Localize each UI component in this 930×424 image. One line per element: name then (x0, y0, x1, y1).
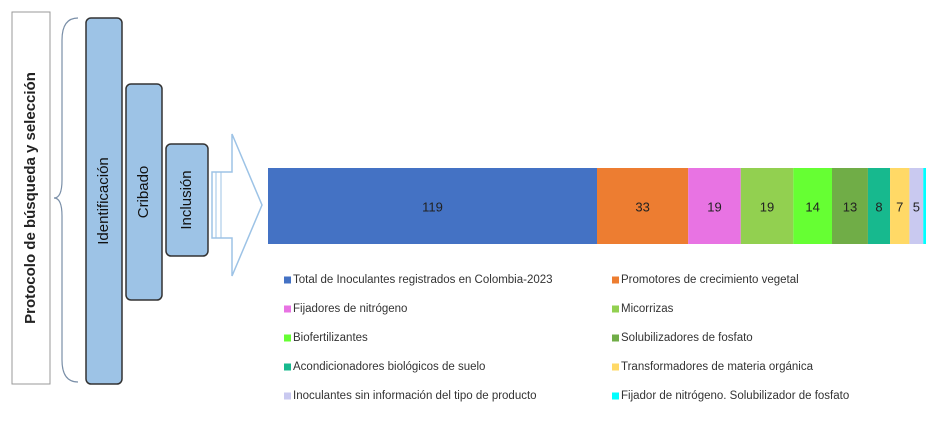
bar-segment (890, 168, 910, 244)
step-label: Inclusión (178, 170, 195, 229)
legend-label: Micorrizas (621, 303, 674, 315)
legend-swatch (612, 363, 619, 371)
bar-segment (597, 168, 689, 244)
protocol-box (11, 11, 51, 385)
legend-label: Biofertilizantes (293, 332, 368, 344)
data-label: 7 (896, 199, 903, 214)
legend (270, 252, 870, 420)
legend-swatch (284, 363, 291, 371)
step-label: Identificación (95, 157, 112, 245)
legend-swatch (612, 276, 619, 284)
data-label: 19 (760, 199, 774, 214)
legend-label: Solubilizadores de fosfato (621, 332, 753, 344)
protocol-title: Protocolo de búsqueda y selección (22, 72, 39, 324)
legend-label: Fijador de nitrógeno. Solubilizador de f… (621, 390, 849, 402)
legend-label: Fijadores de nitrógeno (293, 303, 407, 315)
data-label: 5 (913, 199, 920, 214)
legend-swatch (612, 392, 619, 400)
data-label: 19 (707, 199, 721, 214)
step-label: Cribado (135, 166, 152, 219)
bar-segment (909, 168, 924, 244)
legend-label: Inoculantes sin información del tipo de … (293, 390, 537, 402)
legend-swatch (612, 334, 619, 342)
bar-segment (923, 168, 926, 244)
arrow (211, 133, 263, 277)
data-label: 13 (843, 199, 857, 214)
legend-swatch (612, 305, 619, 313)
data-label: 8 (875, 199, 882, 214)
step-box (85, 17, 123, 385)
step-box (125, 83, 163, 301)
legend-swatch (284, 305, 291, 313)
brace (53, 17, 79, 383)
bar-segment (832, 168, 868, 244)
bar-segment (867, 168, 891, 244)
legend-label: Acondicionadores biológicos de suelo (293, 361, 485, 373)
legend-swatch (284, 334, 291, 342)
legend-label: Transformadores de materia orgánica (621, 361, 814, 373)
legend-swatch (284, 276, 291, 284)
step-box (165, 143, 209, 257)
legend-swatch (284, 392, 291, 400)
bar-segment (688, 168, 741, 244)
legend-label: Promotores de crecimiento vegetal (621, 274, 799, 286)
bar-segment (268, 168, 597, 244)
bar-segment (740, 168, 794, 244)
legend-label: Total de Inoculantes registrados en Colo… (293, 274, 553, 286)
data-label: 33 (635, 199, 649, 214)
bar-segment (793, 168, 832, 244)
data-label: 119 (422, 199, 443, 214)
data-label: 14 (805, 199, 819, 214)
